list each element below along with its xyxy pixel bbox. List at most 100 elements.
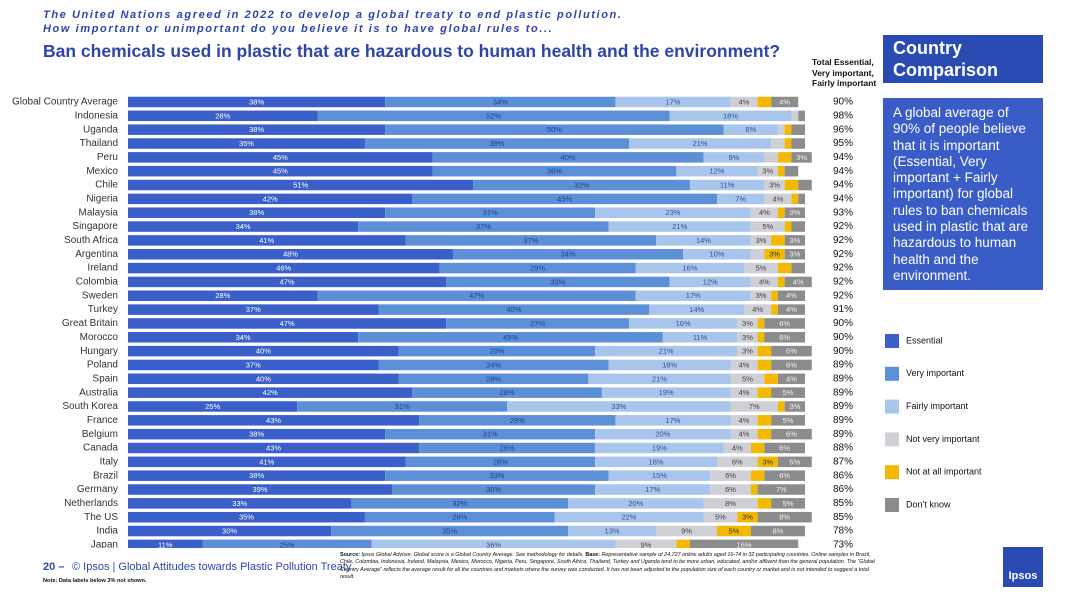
bar-segment	[628, 138, 772, 149]
value-label: 28%	[215, 111, 230, 120]
value-label: 28%	[500, 388, 515, 397]
value-label: 4%	[739, 388, 750, 397]
bar-segment	[128, 290, 318, 302]
total-label: 98%	[833, 110, 853, 121]
total-label: 92%	[833, 277, 853, 288]
row-label: Poland	[87, 360, 118, 371]
value-label: 32%	[452, 499, 467, 508]
bar-segment	[128, 401, 298, 412]
legend-label: Fairly important	[906, 401, 969, 411]
row-label: Indonesia	[75, 110, 119, 121]
bar-segment	[128, 304, 379, 315]
value-label: 5%	[762, 222, 773, 231]
bar-segment	[730, 96, 758, 108]
bar-segment	[784, 138, 792, 149]
bar-segment	[777, 290, 805, 302]
value-label: 33%	[489, 471, 504, 480]
bar-segment	[128, 415, 420, 426]
bar-segment	[628, 318, 738, 329]
value-label: 7%	[776, 485, 787, 494]
bar-segment	[784, 207, 805, 218]
value-label: 6%	[779, 319, 790, 328]
value-label: 6%	[725, 485, 736, 494]
bar-segment	[128, 442, 420, 454]
source: Source: Ipsos Global Advisor. Global sco…	[340, 552, 885, 582]
bar-segment	[777, 207, 785, 218]
value-label: 19%	[652, 443, 667, 452]
value-label: 16%	[682, 264, 697, 273]
value-label: 11%	[693, 333, 708, 342]
value-label: 31%	[483, 208, 498, 217]
bar-segment	[757, 428, 772, 440]
bar-segment	[757, 484, 805, 495]
bar-segment	[128, 152, 433, 163]
row-label: Germany	[77, 484, 118, 495]
value-label: 6%	[779, 443, 790, 452]
value-label: 30%	[222, 527, 237, 536]
value-label: 5%	[742, 374, 753, 383]
value-label: 40%	[561, 153, 576, 162]
bar-segment	[128, 539, 203, 548]
bar-segment	[784, 276, 812, 288]
value-label: 37%	[476, 222, 491, 231]
value-label: 14%	[689, 305, 704, 314]
value-label: 14%	[696, 236, 711, 245]
bar-segment	[757, 345, 772, 357]
bar-segment	[378, 359, 609, 371]
value-label: 4%	[759, 208, 770, 217]
value-label: 37%	[523, 236, 538, 245]
value-label: 27%	[530, 319, 545, 328]
value-label: 11%	[158, 540, 173, 548]
legend-swatch	[885, 465, 899, 480]
bar-segment	[716, 525, 751, 537]
totals-header-line: Fairly important	[812, 78, 877, 88]
total-label: 89%	[833, 429, 853, 440]
bar-segment	[703, 498, 758, 509]
total-label: 86%	[833, 484, 853, 495]
bar-segment	[703, 511, 738, 523]
value-label: 8%	[779, 513, 790, 522]
value-label: 8%	[745, 125, 756, 134]
value-label: 3%	[742, 333, 753, 342]
total-label: 93%	[833, 207, 853, 218]
row-label: Japan	[91, 540, 118, 548]
bar-segment	[777, 456, 812, 468]
bar-segment	[791, 138, 805, 149]
value-label: 3%	[789, 250, 800, 259]
value-label: 38%	[249, 208, 264, 217]
bar-segment	[128, 359, 379, 371]
total-label: 85%	[833, 498, 853, 509]
value-label: 4%	[732, 443, 743, 452]
value-label: 4%	[739, 416, 750, 425]
bar-segment	[385, 207, 596, 218]
bar-segment	[405, 456, 596, 468]
value-label: 3%	[789, 402, 800, 411]
value-label: 42%	[263, 194, 278, 203]
total-label: 92%	[833, 221, 853, 232]
bar-segment	[364, 511, 555, 523]
bar-segment	[635, 262, 745, 274]
value-label: 26%	[500, 443, 515, 452]
value-label: 16%	[676, 319, 691, 328]
total-label: 94%	[833, 152, 853, 163]
legend-swatch	[885, 432, 899, 447]
bar-segment	[128, 332, 359, 343]
bar-segment	[128, 525, 332, 537]
base-text: Representative sample of 24,727 online a…	[340, 552, 875, 581]
bar-segment	[432, 165, 677, 177]
value-label: 35%	[239, 139, 254, 148]
row-label: Colombia	[76, 277, 119, 288]
total-label: 95%	[833, 138, 853, 149]
bar-segment	[723, 442, 751, 454]
value-label: 48%	[283, 250, 298, 259]
bar-segment	[730, 415, 758, 426]
bar-segment	[392, 484, 596, 495]
value-label: 35%	[239, 513, 254, 522]
totals-header-line: Total Essential,	[812, 57, 874, 67]
value-label: 6%	[786, 360, 797, 369]
bar-segment	[128, 179, 474, 191]
value-label: 33%	[550, 277, 565, 286]
bar-segment	[128, 207, 386, 218]
value-label: 21%	[659, 347, 674, 356]
bar-segment	[128, 484, 393, 495]
